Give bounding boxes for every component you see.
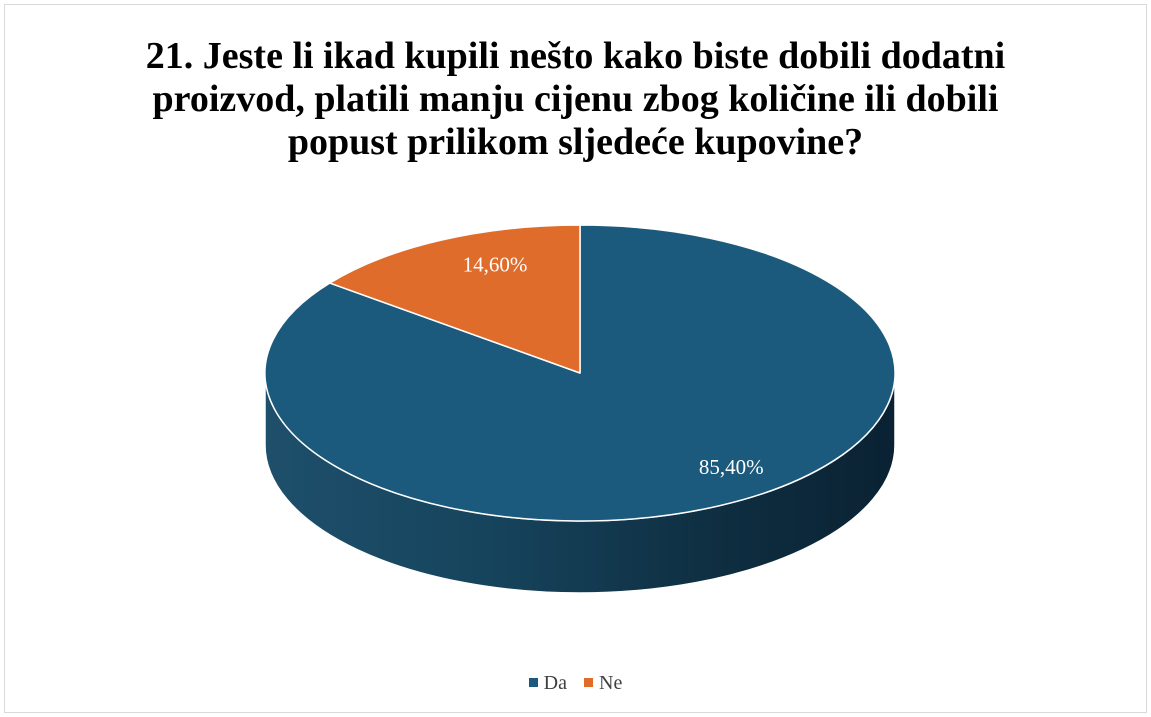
chart-title-line-3: popust prilikom sljedeće kupovine? [287, 121, 864, 163]
legend-label-ne: Ne [599, 672, 623, 694]
chart-title: 21. Jeste li ikad kupili nešto kako bist… [5, 35, 1146, 164]
chart-title-line-2: proizvod, platili manju cijenu zbog koli… [152, 78, 999, 120]
pie-slice-da [264, 224, 896, 522]
chart-area: 21. Jeste li ikad kupili nešto kako bist… [4, 4, 1147, 713]
legend-swatch-ne [584, 677, 593, 687]
chart-title-line-1: 21. Jeste li ikad kupili nešto kako bist… [145, 35, 1006, 77]
pie-slice-ne [329, 224, 581, 374]
data-label-ne: 14,60% [463, 252, 528, 276]
legend-item-da: Da [528, 672, 567, 695]
pie-layer: 85,40% 14,60% [264, 224, 896, 594]
legend-item-ne: Ne [584, 672, 622, 695]
legend-label-da: Da [543, 672, 567, 694]
legend-swatch-da [528, 677, 538, 687]
data-label-da: 85,40% [699, 455, 764, 479]
legend: Da Ne [0, 672, 1151, 695]
